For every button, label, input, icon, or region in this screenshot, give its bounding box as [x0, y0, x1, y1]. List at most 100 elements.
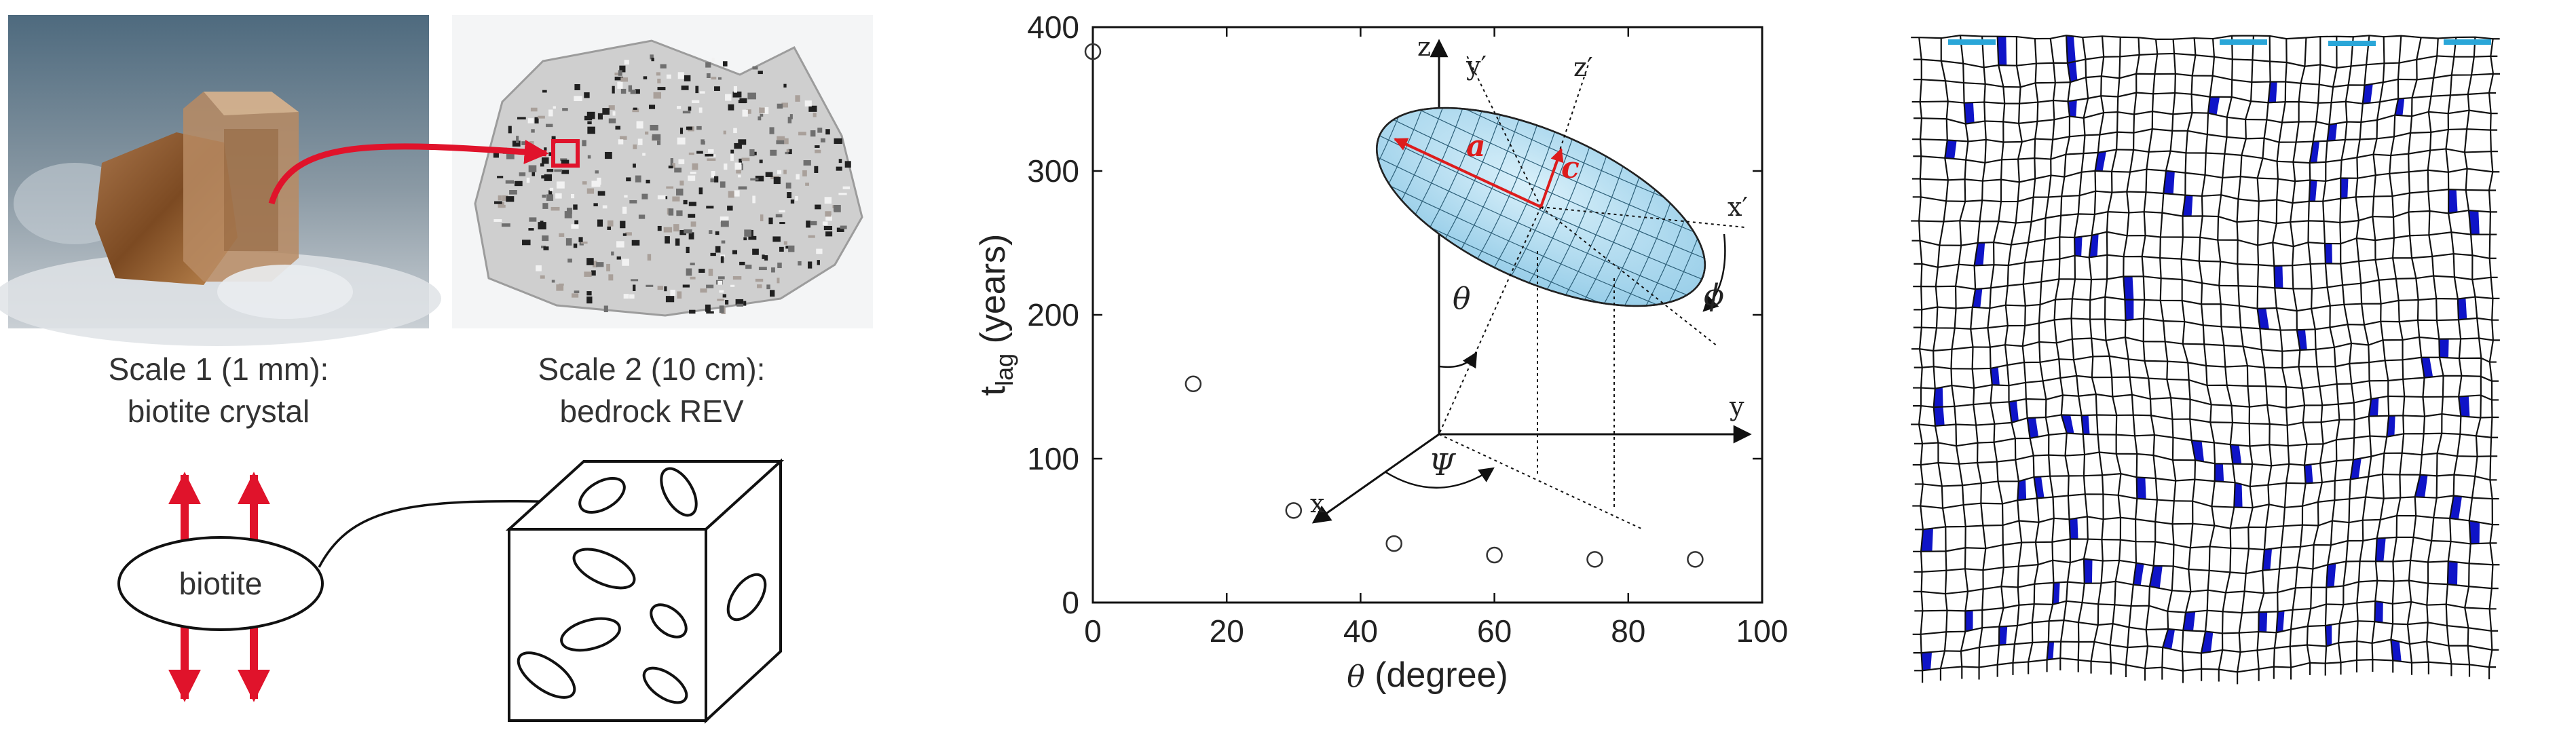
rock-speckles	[493, 54, 851, 315]
x-tick-label: 20	[1210, 613, 1244, 649]
fracture-cell	[2262, 548, 2273, 571]
mesh-row-line	[1911, 35, 2500, 40]
fracture-cell	[2469, 520, 2480, 544]
data-point	[1687, 551, 1704, 568]
mesh-col-line	[2159, 39, 2177, 680]
fracture-cell	[2395, 98, 2405, 116]
fracture-cell	[2066, 35, 2076, 63]
fracture-cell	[2163, 629, 2176, 649]
bedrock-photo	[452, 15, 873, 328]
fracture-cell	[2391, 639, 2402, 662]
mesh-row-line	[1913, 536, 2497, 552]
fracture-cell	[2375, 537, 2386, 562]
fracture-cell	[2448, 189, 2458, 214]
top-accent	[2220, 39, 2267, 45]
mesh-col-line	[1950, 35, 1969, 679]
caption2-line1: Scale 2 (10 cm):	[538, 351, 766, 387]
mesh-col-line	[2004, 37, 2023, 675]
caption1-line2: biotite crystal	[128, 394, 310, 429]
mesh-col-line	[1987, 36, 2006, 677]
mesh-col-line	[2406, 37, 2426, 675]
fracture-cell	[1921, 528, 1933, 552]
caption2-line2: bedrock REV	[559, 394, 743, 429]
y-tick-label: 100	[1027, 441, 1079, 476]
mesh-col-line	[2198, 38, 2216, 681]
zp-label: z′	[1573, 52, 1593, 82]
x-axis-3d	[1311, 433, 1440, 524]
fracture-cell	[2061, 415, 2074, 434]
mesh-row-line	[1912, 189, 2497, 204]
mesh-col-line	[1933, 38, 1949, 681]
mesh-col-line	[2355, 35, 2372, 672]
fracture-cell	[2183, 611, 2196, 631]
caption1-line1: Scale 1 (1 mm):	[109, 351, 329, 387]
top-accent	[1948, 39, 1996, 45]
rev-cube	[505, 458, 785, 724]
fracture-cell	[2027, 417, 2039, 438]
mesh-col-line	[2256, 35, 2273, 681]
y-tick-label: 200	[1027, 297, 1079, 332]
mesh-col-line	[2038, 38, 2056, 672]
top-accent	[2328, 41, 2376, 46]
yp-label: y′	[1466, 51, 1487, 81]
fracture-cell	[2125, 299, 2134, 321]
fracture-cell	[2207, 96, 2220, 115]
biotite-label: biotite	[179, 566, 263, 601]
biotite-crystal-photo	[0, 15, 441, 346]
mesh-row-line	[1914, 558, 2500, 575]
fracture-cell	[2459, 396, 2470, 417]
fracture-cell	[2309, 141, 2320, 164]
mesh-panel	[1911, 35, 2500, 685]
projection-line	[1540, 206, 1718, 347]
mesh-col-line	[2070, 37, 2089, 672]
yp-axis	[1466, 54, 1542, 208]
fracture-cell	[2326, 563, 2336, 588]
psi-label: Ψ	[1429, 448, 1456, 482]
mesh-col-line	[1918, 37, 1924, 683]
fracture-cell	[2258, 611, 2268, 632]
mesh-col-line	[2141, 39, 2159, 681]
semi-a-label: a	[1466, 129, 1486, 164]
data-point	[1285, 502, 1303, 519]
fracture-cell	[2136, 477, 2146, 499]
fracture-cell	[2214, 463, 2224, 482]
mesh-col-line	[2463, 37, 2482, 677]
fracture-cell	[2230, 444, 2242, 464]
fracture-cell	[2081, 415, 2090, 435]
theta-arc	[1438, 351, 1478, 369]
x-tick-label: 80	[1611, 613, 1645, 649]
fracture-cell	[2468, 210, 2480, 235]
mesh-row-line	[1913, 275, 2498, 290]
scale-link-arrow	[268, 139, 549, 205]
theta-line	[1438, 206, 1542, 435]
fracture-cell	[1997, 36, 2007, 66]
fracture-cell	[2068, 100, 2077, 117]
phi-arc	[1702, 233, 1726, 312]
chart-panel: 0 20 40 60 80 100 0 100 200 300 400 θ (degree) tla…	[973, 9, 1788, 695]
theta-label: θ	[1453, 282, 1471, 316]
fracture-cell	[2053, 582, 2060, 605]
y-tick-label: 400	[1027, 9, 1079, 45]
mesh-row-line	[1914, 252, 2497, 268]
mesh-col-line	[2217, 35, 2236, 682]
top-accent	[2444, 39, 2491, 45]
fracture-cell	[2327, 123, 2338, 141]
mesh-col-line	[2306, 37, 2324, 675]
fracture-cell	[1964, 102, 1975, 124]
mesh-row-line	[1911, 336, 2500, 352]
fracture-cell	[2257, 308, 2269, 330]
data-point	[1385, 535, 1402, 552]
data-point	[1486, 546, 1503, 564]
fracture-cell	[1945, 140, 1957, 159]
sample-marker	[551, 139, 580, 168]
y-tick-label: 300	[1027, 153, 1079, 189]
mesh-col-line	[2180, 37, 2197, 683]
fracture-cell	[2439, 339, 2449, 358]
mesh-col-line	[2123, 37, 2140, 677]
mesh-row-line	[1914, 473, 2497, 488]
chart-ticks: 0 20 40 60 80 100 0 100 200 300 400	[1027, 9, 1788, 649]
x-tick-label: 40	[1343, 613, 1378, 649]
mesh-row-line	[1911, 413, 2499, 427]
fracture-cell	[2069, 518, 2078, 539]
